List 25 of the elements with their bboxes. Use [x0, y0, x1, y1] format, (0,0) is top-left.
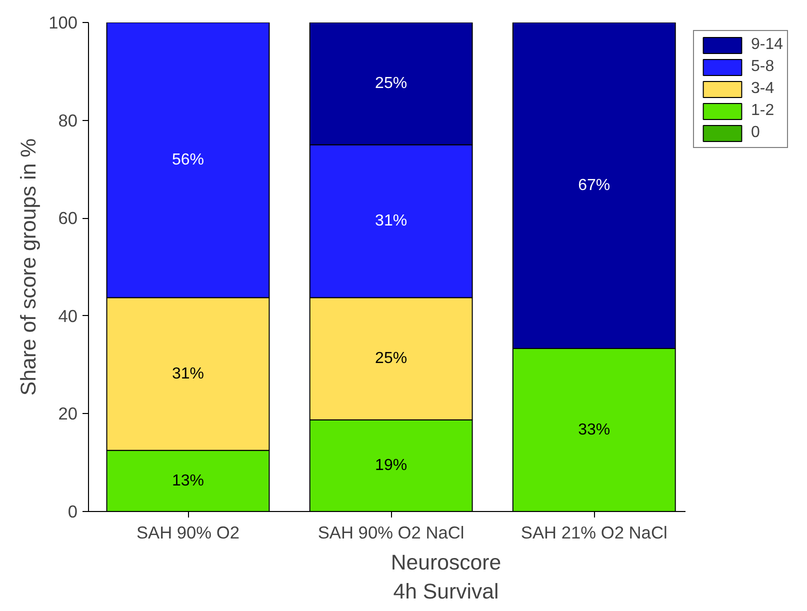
x-tick-label: SAH 90% O2 NaCl — [318, 522, 464, 542]
x-tick-label: SAH 90% O2 — [136, 522, 240, 542]
legend-label: 3-4 — [751, 80, 774, 98]
legend-label: 9-14 — [751, 36, 784, 54]
y-tick-label: 0 — [68, 502, 78, 522]
y-tick-label: 20 — [58, 404, 78, 424]
legend-label: 1-2 — [751, 102, 774, 120]
y-tick-label: 60 — [58, 208, 78, 228]
data-label: 25% — [375, 350, 408, 368]
data-label: 67% — [578, 177, 610, 194]
data-label: 31% — [172, 365, 204, 382]
data-label: 25% — [375, 75, 408, 92]
data-label: 19% — [375, 457, 408, 474]
legend-label: 5-8 — [751, 58, 774, 76]
data-label: 31% — [375, 212, 408, 230]
data-label: 13% — [172, 472, 204, 490]
data-label: 56% — [172, 152, 204, 169]
y-axis-title: Share of score groups in % — [16, 138, 41, 396]
y-tick-label: 40 — [58, 306, 78, 326]
y-tick-label: 80 — [58, 110, 78, 130]
x-axis-title: Neuroscore 4h Survival — [390, 550, 502, 604]
legend-label: 0 — [751, 124, 761, 142]
y-tick-label: 100 — [48, 12, 78, 32]
data-label: 33% — [578, 422, 610, 439]
x-tick-label: SAH 21% O2 NaCl — [520, 522, 668, 542]
